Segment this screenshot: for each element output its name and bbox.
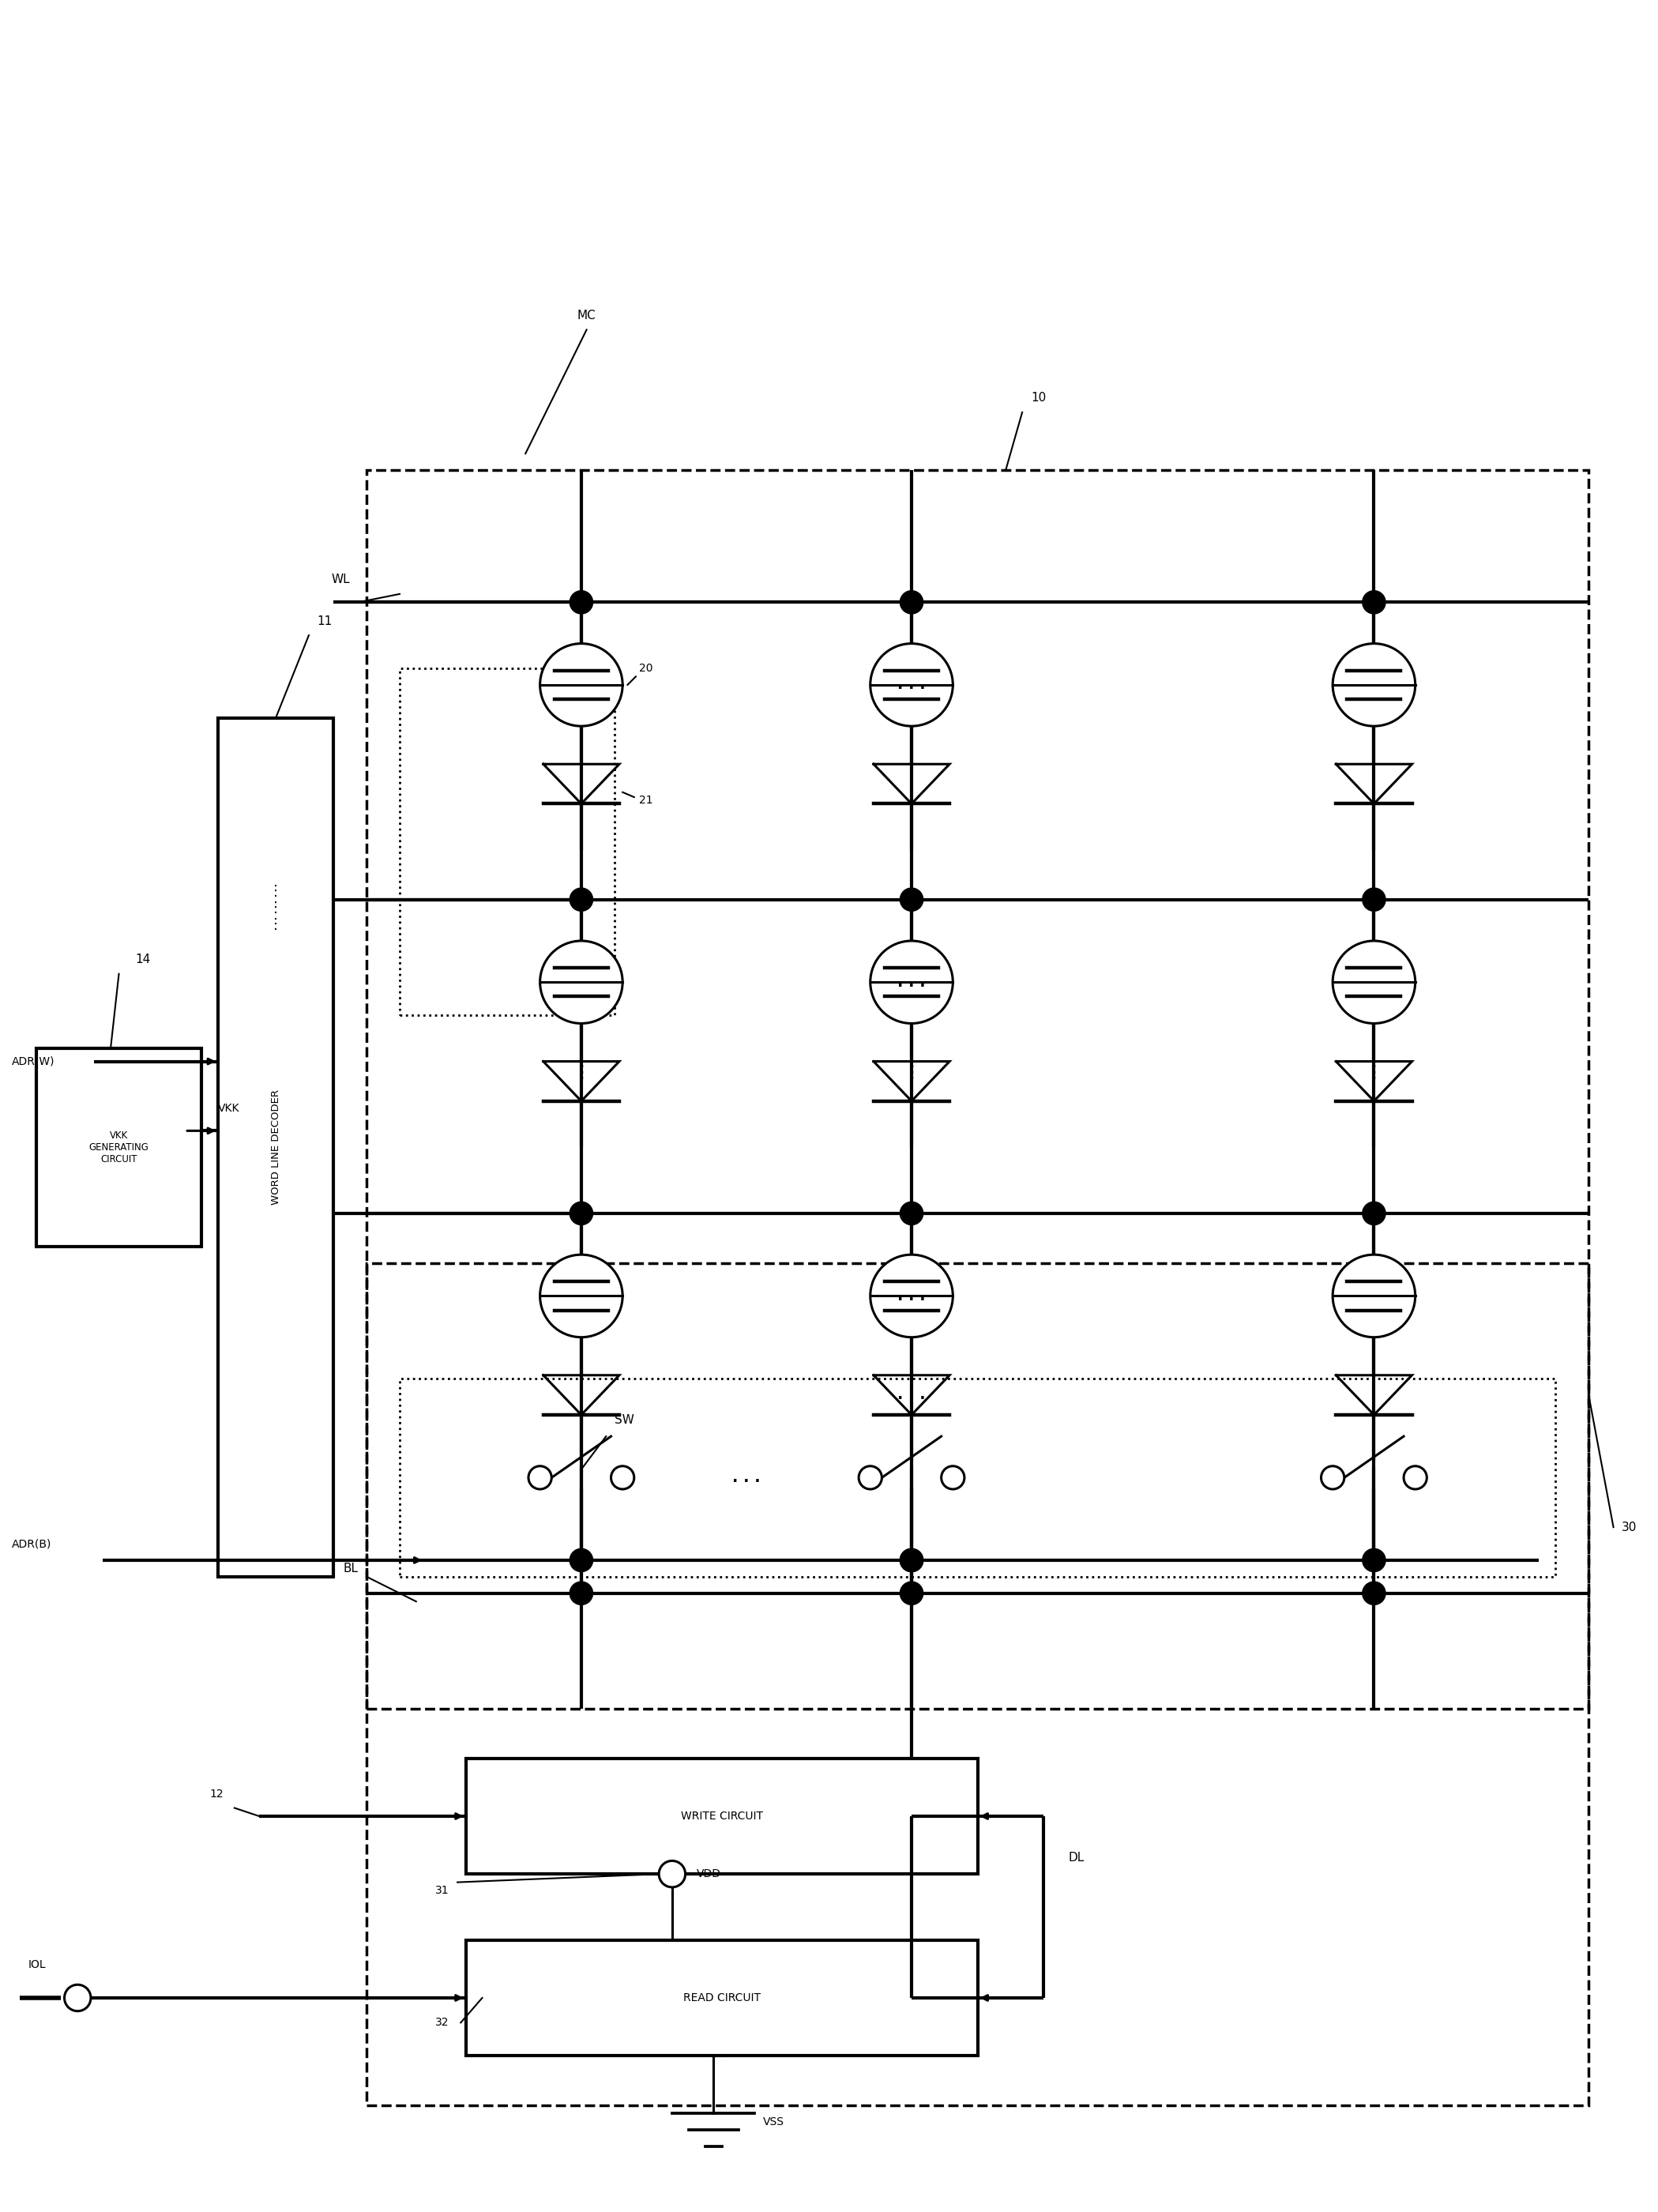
- Text: READ CIRCUIT: READ CIRCUIT: [683, 1993, 761, 2004]
- Circle shape: [1363, 1548, 1386, 1573]
- Circle shape: [900, 1582, 924, 1604]
- Circle shape: [1333, 1254, 1416, 1338]
- Text: WL: WL: [332, 573, 350, 586]
- Circle shape: [1321, 1467, 1345, 1489]
- Circle shape: [541, 644, 622, 726]
- Text: 21: 21: [638, 794, 653, 805]
- Text: ⋮: ⋮: [572, 1064, 590, 1082]
- Circle shape: [1363, 887, 1386, 911]
- Circle shape: [1363, 1582, 1386, 1604]
- Circle shape: [870, 940, 953, 1024]
- Text: ADR(W): ADR(W): [12, 1055, 55, 1066]
- Circle shape: [570, 1582, 594, 1604]
- Circle shape: [1404, 1467, 1428, 1489]
- Circle shape: [529, 1467, 552, 1489]
- Text: VSS: VSS: [763, 2117, 784, 2128]
- Text: . . .: . . .: [897, 975, 925, 989]
- Circle shape: [900, 1548, 924, 1573]
- Circle shape: [870, 644, 953, 726]
- Text: . . .: . . .: [897, 1287, 925, 1303]
- Bar: [217, 719, 333, 1577]
- Text: 10: 10: [1031, 392, 1046, 405]
- Circle shape: [870, 1254, 953, 1338]
- Bar: [466, 1759, 978, 1874]
- Text: MC: MC: [577, 310, 595, 321]
- Text: ⋮
⋮
⋮: ⋮ ⋮ ⋮: [269, 885, 284, 931]
- Circle shape: [658, 1860, 685, 1887]
- Circle shape: [1363, 1201, 1386, 1225]
- Text: DL: DL: [1068, 1851, 1084, 1863]
- Circle shape: [570, 1548, 594, 1573]
- Circle shape: [942, 1467, 965, 1489]
- Text: VKK: VKK: [217, 1104, 240, 1115]
- Circle shape: [900, 887, 924, 911]
- Text: WORD LINE DECODER: WORD LINE DECODER: [270, 1091, 280, 1206]
- Circle shape: [859, 1467, 882, 1489]
- Circle shape: [65, 1984, 91, 2011]
- Circle shape: [570, 887, 594, 911]
- Text: BL: BL: [343, 1562, 358, 1575]
- Text: ⋮: ⋮: [1365, 1064, 1383, 1082]
- Circle shape: [900, 1201, 924, 1225]
- Text: ⋮: ⋮: [904, 1064, 920, 1082]
- Bar: [400, 668, 615, 1015]
- Circle shape: [900, 1548, 924, 1573]
- Text: 31: 31: [436, 1885, 449, 1896]
- Text: 32: 32: [436, 2017, 449, 2028]
- Text: SW: SW: [615, 1413, 633, 1427]
- Text: . . .: . . .: [733, 1471, 761, 1484]
- Bar: [36, 1048, 202, 1245]
- Circle shape: [612, 1467, 633, 1489]
- Circle shape: [570, 591, 594, 613]
- Text: WRITE CIRCUIT: WRITE CIRCUIT: [680, 1812, 763, 1823]
- Bar: [366, 1263, 1588, 2106]
- Circle shape: [1363, 591, 1386, 613]
- Circle shape: [1333, 940, 1416, 1024]
- Bar: [400, 1378, 1555, 1577]
- Text: IOL: IOL: [28, 1960, 46, 1971]
- Circle shape: [900, 591, 924, 613]
- Circle shape: [1333, 644, 1416, 726]
- Bar: [466, 1940, 978, 2055]
- Text: 11: 11: [317, 615, 332, 626]
- Bar: [366, 471, 1588, 1710]
- Text: 14: 14: [136, 953, 151, 967]
- Text: ADR(B): ADR(B): [12, 1537, 51, 1548]
- Text: VKK
GENERATING
CIRCUIT: VKK GENERATING CIRCUIT: [90, 1130, 149, 1164]
- Circle shape: [541, 1254, 622, 1338]
- Circle shape: [541, 940, 622, 1024]
- Text: 30: 30: [1622, 1522, 1636, 1533]
- Text: ⋮
⋮: ⋮ ⋮: [905, 737, 919, 765]
- Text: . . .: . . .: [897, 1387, 925, 1402]
- Text: 20: 20: [638, 664, 653, 675]
- Text: 12: 12: [209, 1790, 224, 1801]
- Text: VDD: VDD: [696, 1869, 721, 1880]
- Circle shape: [570, 1201, 594, 1225]
- Text: . . .: . . .: [897, 677, 925, 692]
